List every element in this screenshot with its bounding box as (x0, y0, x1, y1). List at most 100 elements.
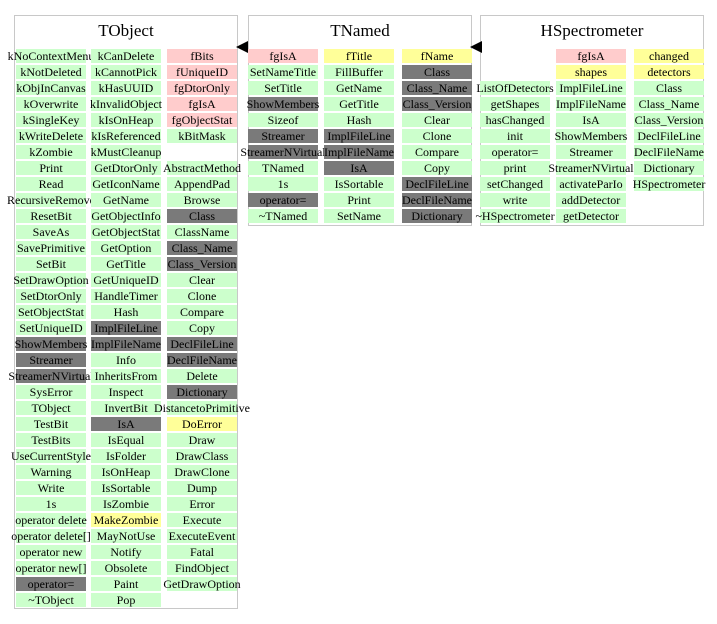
tobject-member: Hash (91, 305, 161, 319)
member-label: Paint (113, 577, 139, 591)
tobject-member: Pop (91, 593, 161, 607)
member-label: Inspect (108, 385, 144, 399)
member-label: Dump (187, 481, 217, 495)
tnamed-member: ~TNamed (248, 209, 318, 223)
tnamed-member: Class_Name (402, 81, 472, 95)
member-label: operator delete[] (11, 529, 91, 543)
member-label: DoError (182, 417, 222, 431)
member-label: ImplFileName (556, 97, 626, 111)
hspectrometer-member: Class (634, 81, 704, 95)
tobject-member: DrawClass (167, 449, 237, 463)
member-label: addDetector (561, 193, 621, 207)
member-label: SetBit (35, 257, 66, 271)
member-label: MakeZombie (93, 513, 159, 527)
tobject-member: HandleTimer (91, 289, 161, 303)
tnamed-member: TNamed (248, 161, 318, 175)
member-label: SetDtorOnly (20, 289, 82, 303)
member-label: Fatal (190, 545, 214, 559)
tobject-member: operator new[] (16, 561, 86, 575)
member-label: Streamer (261, 129, 305, 143)
hspectrometer-member: ~HSpectrometer (475, 209, 555, 223)
tnamed-member: SetNameTitle (248, 65, 318, 79)
member-label: FillBuffer (335, 65, 383, 79)
hspectrometer-member: changed (634, 49, 704, 63)
member-label: AbstractMethod (163, 161, 241, 175)
tobject-member: GetObjectInfo (91, 209, 161, 223)
member-label: Copy (423, 161, 450, 175)
tobject-member: Print (16, 161, 86, 175)
member-label: ImplFileLine (559, 81, 623, 95)
member-label: MayNotUse (96, 529, 156, 543)
tobject-member: ~TObject (16, 593, 86, 607)
member-label: IsSortable (101, 481, 151, 495)
member-label: Compare (415, 145, 459, 159)
member-label: fgIsA (188, 97, 216, 111)
tobject-member: Clear (167, 273, 237, 287)
member-label: ImplFileLine (94, 321, 158, 335)
tobject-member: Streamer (16, 353, 86, 367)
tobject-member: Info (91, 353, 161, 367)
tobject-member: SetUniqueID (16, 321, 86, 335)
tobject-member: fgObjectStat (167, 113, 237, 127)
hspectrometer-member: DeclFileLine (634, 129, 704, 143)
member-label: StreamerNVirtual (8, 369, 94, 383)
member-label: operator delete (15, 513, 87, 527)
member-label: RecursiveRemove (7, 193, 95, 207)
tobject-member: Class_Version (167, 257, 237, 271)
member-label: GetTitle (339, 97, 379, 111)
tnamed-title: TNamed (248, 15, 472, 45)
member-label: DeclFileLine (637, 129, 701, 143)
tobject-member: IsOnHeap (91, 465, 161, 479)
tobject-member: kZombie (16, 145, 86, 159)
tobject-member: GetObjectStat (91, 225, 161, 239)
tobject-member: fgDtorOnly (167, 81, 237, 95)
member-label: kNoContextMenu (7, 49, 95, 63)
member-label: changed (649, 49, 689, 63)
member-label: fgDtorOnly (174, 81, 230, 95)
member-label: GetName (336, 81, 382, 95)
member-label: Class (655, 81, 682, 95)
tnamed-member: IsA (324, 161, 394, 175)
member-label: Class_Version (402, 97, 472, 111)
tobject-member: SetDrawOption (13, 273, 89, 287)
member-label: TestBit (33, 417, 69, 431)
tnamed-member: Streamer (248, 129, 318, 143)
tobject-member: DoError (167, 417, 237, 431)
tobject-member: Compare (167, 305, 237, 319)
tnamed-member: DeclFileLine (402, 177, 472, 191)
tobject-member: Paint (91, 577, 161, 591)
tobject-member: FindObject (167, 561, 237, 575)
member-label: operator= (259, 193, 307, 207)
tobject-member: kSingleKey (16, 113, 86, 127)
tobject-member: GetName (91, 193, 161, 207)
hspectrometer-member: getDetector (556, 209, 626, 223)
member-label: AppendPad (174, 177, 230, 191)
tnamed-member: fgIsA (248, 49, 318, 63)
tobject-member: AbstractMethod (163, 161, 241, 175)
member-label: TObject (31, 401, 71, 415)
tobject-member: kNotDeleted (16, 65, 86, 79)
member-label: Class_Name (638, 97, 700, 111)
member-label: SetTitle (264, 81, 302, 95)
member-label: Class_Name (406, 81, 468, 95)
member-label: GetDtorOnly (94, 161, 158, 175)
member-label: SavePrimitive (17, 241, 85, 255)
hspectrometer-member: operator= (480, 145, 550, 159)
member-label: SysError (29, 385, 73, 399)
tobject-member: IsFolder (91, 449, 161, 463)
member-label: fUniqueID (176, 65, 228, 79)
member-label: kBitMask (178, 129, 226, 143)
member-label: setChanged (487, 177, 543, 191)
tobject-member: IsA (91, 417, 161, 431)
member-label: IsFolder (106, 449, 146, 463)
tnamed-member: operator= (248, 193, 318, 207)
tnamed-member: GetTitle (324, 97, 394, 111)
tnamed-member: Class (402, 65, 472, 79)
member-label: Warning (30, 465, 72, 479)
member-label: TestBits (31, 433, 71, 447)
tnamed-member: Hash (324, 113, 394, 127)
tobject-member: 1s (16, 497, 86, 511)
member-label: IsOnHeap (101, 465, 151, 479)
member-label: IsSortable (334, 177, 384, 191)
tnamed-member: SetName (324, 209, 394, 223)
